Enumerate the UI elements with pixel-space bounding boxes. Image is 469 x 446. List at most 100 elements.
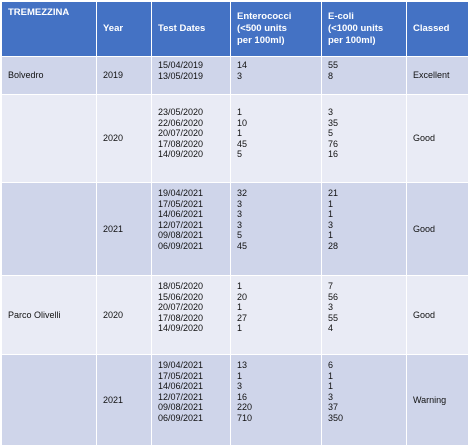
ecoli-value: 55 — [328, 312, 339, 323]
date-value: 06/09/2021 — [158, 412, 204, 423]
enterococci-value: 1 — [237, 323, 243, 334]
date-value: 19/04/2021 — [158, 188, 204, 198]
header-ecoli-line: E-coli — [328, 11, 354, 22]
date-value: 22/06/2020 — [158, 117, 204, 128]
dates-cell: 18/05/2020 15/06/2020 20/07/2020 17/08/2… — [151, 275, 231, 355]
ecoli-cell: 3 35 5 76 16 — [321, 94, 407, 183]
enterococci-cell: 14 3 — [230, 56, 322, 95]
table-row: 2021 19/04/2021 17/05/2021 14/06/2021 12… — [1, 354, 469, 446]
ecoli-value: 3 — [328, 219, 334, 230]
ecoli-cell: 21 1 1 3 1 28 — [321, 182, 407, 276]
date-value: 14/09/2020 — [158, 149, 204, 160]
header-ecoli-line: (<1000 units — [328, 23, 384, 34]
ecoli-value: 1 — [328, 209, 334, 220]
enterococci-cell: 13 1 3 16 220 710 — [230, 354, 322, 446]
year-cell: 2021 — [96, 354, 152, 446]
classed-cell: Good — [406, 275, 469, 355]
ecoli-value: 35 — [328, 117, 339, 128]
enterococci-value: 1 — [237, 128, 243, 139]
table-row: 2021 19/04/2021 17/05/2021 14/06/2021 12… — [1, 182, 469, 276]
header-ecoli-line: per 100ml) — [328, 35, 376, 46]
enterococci-value: 13 — [237, 360, 248, 370]
enterococci-value: 1 — [237, 281, 243, 291]
dates-cell: 19/04/2021 17/05/2021 14/06/2021 12/07/2… — [151, 354, 231, 446]
location-cell: Parco Olivelli — [1, 275, 97, 355]
enterococci-value: 3 — [237, 70, 243, 81]
enterococci-value: 16 — [237, 391, 248, 402]
header-location: TREMEZZINA — [1, 1, 97, 57]
ecoli-value: 56 — [328, 291, 339, 302]
ecoli-value: 16 — [328, 149, 339, 160]
date-value: 18/05/2020 — [158, 281, 204, 291]
ecoli-value: 28 — [328, 240, 339, 251]
enterococci-cell: 1 20 1 27 1 — [230, 275, 322, 355]
enterococci-value: 45 — [237, 240, 248, 251]
dates-cell: 15/04/2019 13/05/2019 — [151, 56, 231, 95]
header-row: TREMEZZINA Year Test Dates Enterococci (… — [1, 1, 469, 57]
ecoli-value: 3 — [328, 107, 334, 117]
enterococci-value: 220 — [237, 402, 253, 413]
ecoli-value: 37 — [328, 402, 339, 413]
ecoli-value: 1 — [328, 230, 334, 241]
enterococci-value: 710 — [237, 412, 253, 423]
ecoli-cell: 55 8 — [321, 56, 407, 95]
enterococci-value: 3 — [237, 381, 243, 392]
year-cell: 2021 — [96, 182, 152, 276]
location-cell — [1, 182, 97, 276]
date-value: 17/08/2020 — [158, 312, 204, 323]
enterococci-value: 14 — [237, 60, 248, 70]
classed-cell: Good — [406, 94, 469, 183]
date-value: 15/06/2020 — [158, 291, 204, 302]
header-enterococci: Enterococci (<500 units per 100ml) — [230, 1, 322, 57]
ecoli-value: 21 — [328, 188, 339, 198]
enterococci-value: 1 — [237, 107, 243, 117]
ecoli-value: 1 — [328, 198, 334, 209]
ecoli-value: 350 — [328, 412, 344, 423]
enterococci-value: 32 — [237, 188, 248, 198]
ecoli-value: 55 — [328, 60, 339, 70]
year-cell: 2020 — [96, 275, 152, 355]
header-year: Year — [96, 1, 152, 57]
header-ecoli: E-coli (<1000 units per 100ml) — [321, 1, 407, 57]
enterococci-cell: 1 10 1 45 5 — [230, 94, 322, 183]
classed-cell: Warning — [406, 354, 469, 446]
ecoli-value: 6 — [328, 360, 334, 370]
enterococci-value: 3 — [237, 209, 243, 220]
enterococci-value: 5 — [237, 230, 243, 241]
date-value: 20/07/2020 — [158, 302, 204, 313]
enterococci-value: 27 — [237, 312, 248, 323]
classed-cell: Good — [406, 182, 469, 276]
header-enterococci-line: per 100ml) — [237, 35, 285, 46]
header-enterococci-line: Enterococci — [237, 11, 292, 22]
ecoli-value: 8 — [328, 70, 334, 81]
year-cell: 2019 — [96, 56, 152, 95]
year-cell: 2020 — [96, 94, 152, 183]
date-value: 14/06/2021 — [158, 381, 204, 392]
date-value: 14/09/2020 — [158, 323, 204, 334]
date-value: 12/07/2021 — [158, 219, 204, 230]
date-value: 09/08/2021 — [158, 230, 204, 241]
header-classed: Classed — [406, 1, 469, 57]
ecoli-value: 5 — [328, 128, 334, 139]
enterococci-value: 1 — [237, 302, 243, 313]
table-row: 2020 23/05/2020 22/06/2020 20/07/2020 17… — [1, 94, 469, 183]
date-value: 13/05/2019 — [158, 70, 204, 81]
ecoli-value: 3 — [328, 391, 334, 402]
dates-cell: 23/05/2020 22/06/2020 20/07/2020 17/08/2… — [151, 94, 231, 183]
enterococci-value: 3 — [237, 198, 243, 209]
date-value: 09/08/2021 — [158, 402, 204, 413]
date-value: 17/05/2021 — [158, 370, 204, 381]
enterococci-value: 45 — [237, 138, 248, 149]
header-test-dates: Test Dates — [151, 1, 231, 57]
ecoli-value: 3 — [328, 302, 334, 313]
location-cell — [1, 94, 97, 183]
ecoli-cell: 6 1 1 3 37 350 — [321, 354, 407, 446]
enterococci-value: 1 — [237, 370, 243, 381]
table-row: Bolvedro 2019 15/04/2019 13/05/2019 14 3… — [1, 56, 469, 95]
ecoli-value: 1 — [328, 370, 334, 381]
enterococci-cell: 32 3 3 3 5 45 — [230, 182, 322, 276]
date-value: 12/07/2021 — [158, 391, 204, 402]
date-value: 20/07/2020 — [158, 128, 204, 139]
header-enterococci-line: (<500 units — [237, 23, 287, 34]
